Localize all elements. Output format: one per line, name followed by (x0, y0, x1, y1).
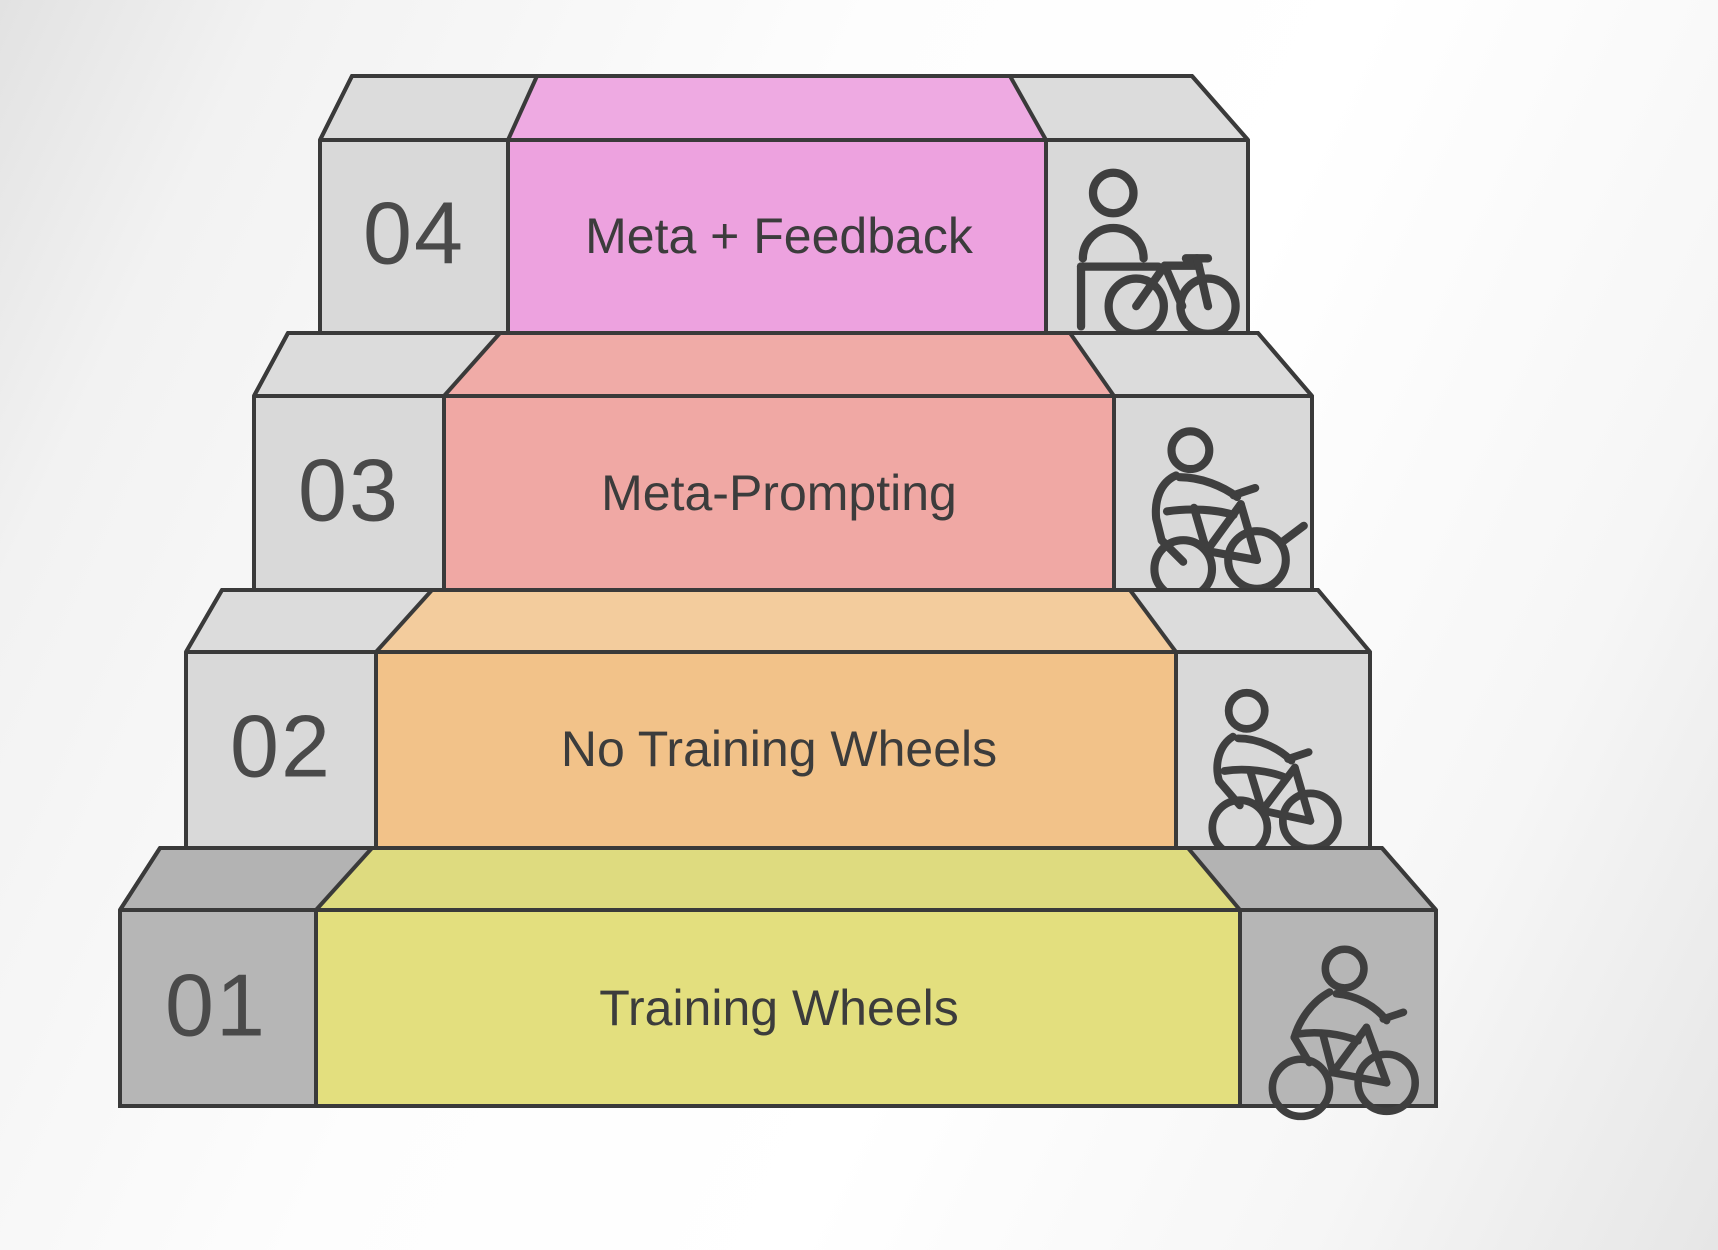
step-03-edge-top-bevel-left (442, 331, 502, 398)
step-03-label: Meta-Prompting (601, 465, 957, 521)
step-01-color-top-face (316, 848, 1240, 910)
step-01-edge-top-bevel-right (1186, 846, 1242, 912)
step-01-number: 01 (165, 955, 267, 1054)
step-03-number: 03 (298, 440, 400, 539)
step-02-edge-bevel-far-left (184, 588, 224, 654)
step-04-color-front-face (508, 140, 1048, 335)
step-01[interactable]: 01 Training Wheels (118, 846, 1438, 1121)
step-02-edge-bevel-far-right (1316, 588, 1372, 654)
step-02-number-front-face (186, 652, 376, 850)
step-04-edge-bevel-far-right (1190, 74, 1250, 142)
step-03-edge-bevel-far-left (252, 332, 290, 397)
step-04-color-top-face (508, 76, 1046, 140)
step-03[interactable]: 03 Meta-Prompting (252, 331, 1314, 602)
step-01-edge-bevel-far-left (118, 846, 162, 912)
step-04-edge-bevel-far-left (318, 75, 354, 141)
step-04-icon-front-face (1046, 140, 1248, 335)
step-04-label: Meta + Feedback (585, 208, 974, 264)
step-04[interactable]: 04 Meta + Feedback (318, 74, 1250, 338)
step-02-edge-top-bevel-left (374, 588, 434, 654)
step-02-label: No Training Wheels (561, 721, 997, 777)
step-03-color-front-face (444, 396, 1114, 592)
cyclist-pedaling-icon (1208, 688, 1342, 860)
step-02-number: 02 (230, 696, 332, 795)
step-01-number-front-face (120, 910, 316, 1106)
step-02[interactable]: 02 No Training Wheels (184, 588, 1372, 860)
step-03-edge-bevel-far-right (1256, 331, 1314, 398)
step-02-edge-top-bevel-right (1128, 588, 1178, 654)
person-with-bicycle-icon (1076, 168, 1240, 338)
step-01-color-front-face (316, 910, 1240, 1106)
step-02-color-front-face (376, 652, 1176, 850)
step-04-number-front-face (320, 140, 510, 335)
step-04-edge-top-bevel-left (506, 75, 539, 141)
step-03-number-front-face (254, 396, 444, 592)
step-02-color-top-face (376, 590, 1176, 652)
step-03-edge-top-bevel-right (1068, 331, 1116, 398)
cyclist-uphill-icon (1150, 427, 1308, 602)
step-04-edge-top-bevel-right (1008, 75, 1048, 141)
cyclist-riding-icon (1268, 945, 1419, 1121)
step-04-number: 04 (363, 183, 465, 282)
step-01-label: Training Wheels (599, 980, 958, 1036)
step-01-edge-top-bevel-left (314, 846, 374, 912)
step-01-edge-bevel-far-right (1380, 846, 1438, 912)
step-03-color-top-face (444, 333, 1114, 396)
